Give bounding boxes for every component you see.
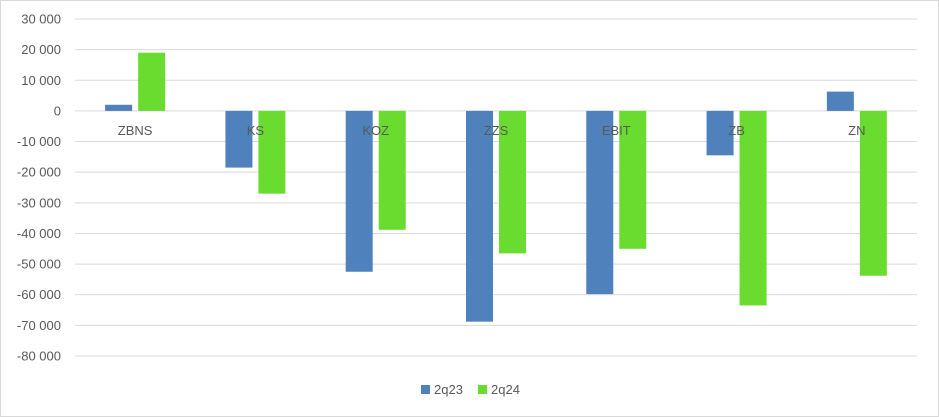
bar-2q24-KS xyxy=(258,110,286,194)
y-tick-label: -40 000 xyxy=(17,226,61,241)
y-tick-label: 30 000 xyxy=(21,12,61,27)
bar-2q23-ZN xyxy=(826,91,854,111)
category-label: ZBNS xyxy=(118,123,153,138)
y-tick-label: -60 000 xyxy=(17,287,61,302)
bar-2q24-KOZ xyxy=(378,110,406,230)
bar-2q23-ZB xyxy=(706,110,734,156)
bar-2q24-ZN xyxy=(859,110,887,276)
y-tick-label: -50 000 xyxy=(17,257,61,272)
y-tick-label: -80 000 xyxy=(17,349,61,364)
y-tick-label: -20 000 xyxy=(17,165,61,180)
category-label: KOZ xyxy=(362,123,389,138)
bar-2q23-ZZS xyxy=(466,110,493,322)
legend-swatch xyxy=(478,385,487,394)
gridlines xyxy=(75,18,917,357)
bar-2q24-EBIT xyxy=(619,110,647,249)
category-label: KS xyxy=(247,123,265,138)
bar-2q24-ZZS xyxy=(499,110,526,254)
y-tick-label: 20 000 xyxy=(21,42,61,57)
category-label: EBIT xyxy=(602,123,631,138)
legend-label: 2q23 xyxy=(434,382,463,397)
category-labels: ZBNS KS KOZ ZZS EBIT ZB ZN xyxy=(118,123,866,138)
legend-label: 2q24 xyxy=(491,382,520,397)
bar-2q23-KOZ xyxy=(345,110,373,272)
bar-2q24-ZB xyxy=(739,110,767,306)
y-tick-label: 10 000 xyxy=(21,73,61,88)
y-tick-label: -70 000 xyxy=(17,318,61,333)
bars xyxy=(105,52,887,322)
legend-item-2q23: 2q23 xyxy=(421,382,463,397)
legend-item-2q24: 2q24 xyxy=(478,382,520,397)
legend: 2q23 2q24 xyxy=(421,382,520,397)
bar-2q24-ZBNS xyxy=(138,52,166,111)
legend-swatch xyxy=(421,385,430,394)
y-tick-label: -10 000 xyxy=(17,134,61,149)
category-label: ZB xyxy=(728,123,745,138)
category-label: ZZS xyxy=(484,123,509,138)
bar-2q23-KS xyxy=(225,110,253,168)
y-axis-tick-labels: 30 000 20 000 10 000 0 -10 000 -20 000 -30 000… xyxy=(17,12,61,364)
y-tick-label: -30 000 xyxy=(17,195,61,210)
bar-2q23-EBIT xyxy=(586,110,614,295)
bar-2q23-ZBNS xyxy=(105,104,133,111)
category-label: ZN xyxy=(848,123,865,138)
y-tick-label: 0 xyxy=(54,103,61,118)
